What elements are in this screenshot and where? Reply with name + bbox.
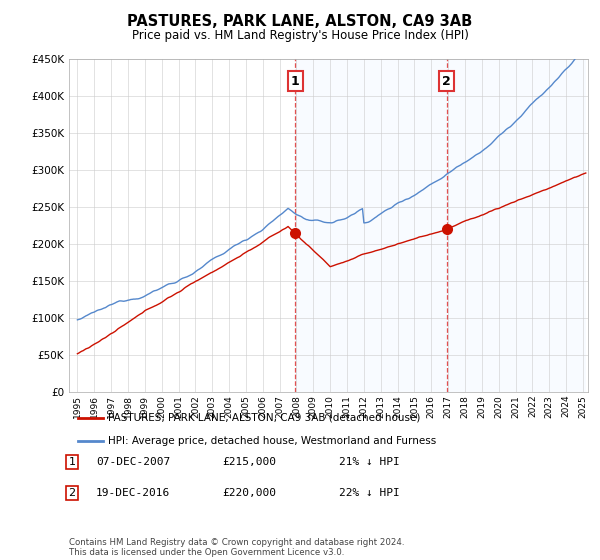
Text: PASTURES, PARK LANE, ALSTON, CA9 3AB (detached house): PASTURES, PARK LANE, ALSTON, CA9 3AB (de… [108,413,420,423]
Text: PASTURES, PARK LANE, ALSTON, CA9 3AB: PASTURES, PARK LANE, ALSTON, CA9 3AB [127,14,473,29]
Text: 19-DEC-2016: 19-DEC-2016 [96,488,170,498]
Text: £220,000: £220,000 [222,488,276,498]
Text: 1: 1 [68,457,76,467]
Text: 1: 1 [291,74,299,87]
Text: 22% ↓ HPI: 22% ↓ HPI [339,488,400,498]
Text: 07-DEC-2007: 07-DEC-2007 [96,457,170,467]
Bar [447,59,586,392]
Bar [295,59,447,392]
Text: Price paid vs. HM Land Registry's House Price Index (HPI): Price paid vs. HM Land Registry's House … [131,29,469,42]
Text: HPI: Average price, detached house, Westmorland and Furness: HPI: Average price, detached house, West… [108,436,436,446]
Text: 21% ↓ HPI: 21% ↓ HPI [339,457,400,467]
Text: £215,000: £215,000 [222,457,276,467]
Text: 2: 2 [68,488,76,498]
Text: Contains HM Land Registry data © Crown copyright and database right 2024.
This d: Contains HM Land Registry data © Crown c… [69,538,404,557]
Text: 2: 2 [442,74,451,87]
